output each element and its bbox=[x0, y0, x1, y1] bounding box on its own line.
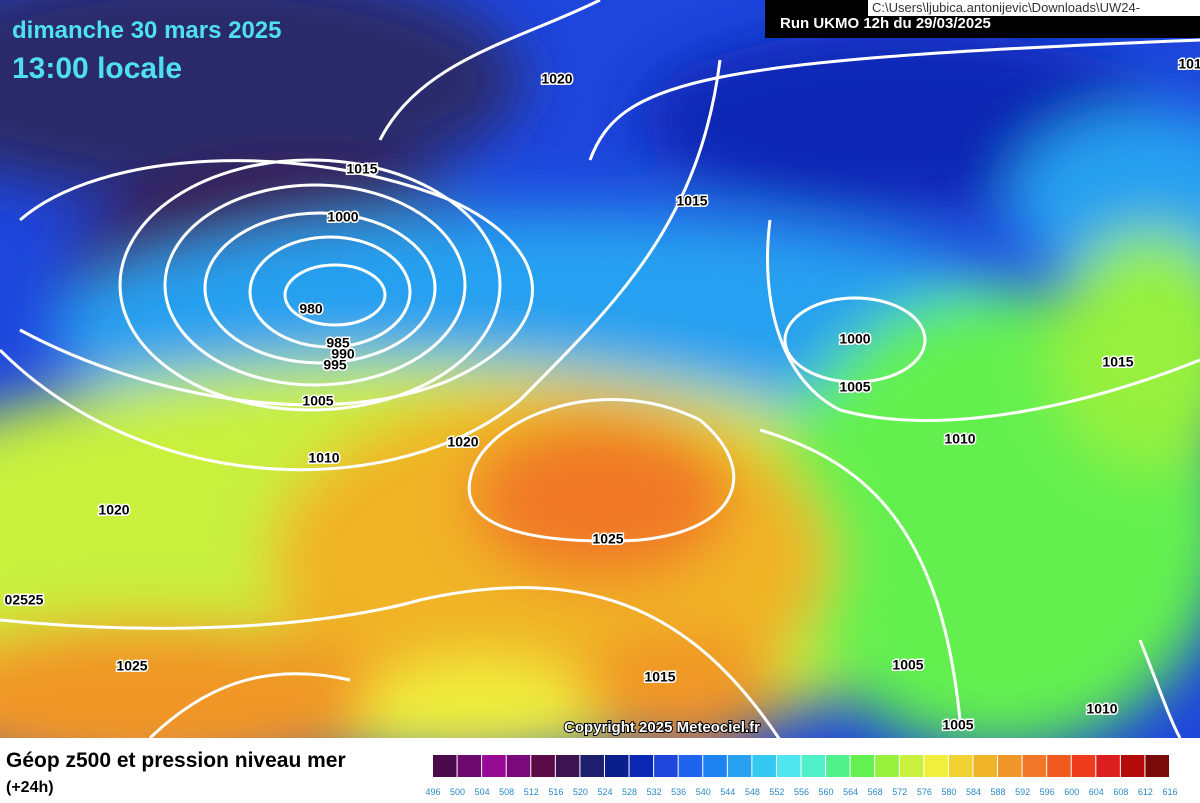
legend-tick: 512 bbox=[524, 787, 539, 797]
isobar-label: 1015 bbox=[1102, 354, 1133, 370]
legend-tick: 584 bbox=[966, 787, 981, 797]
legend-tick: 540 bbox=[696, 787, 711, 797]
legend-tick: 528 bbox=[622, 787, 637, 797]
isobar-label: 1010 bbox=[944, 431, 975, 447]
legend-swatch bbox=[531, 755, 555, 777]
legend-swatch bbox=[850, 755, 875, 777]
copyright: Copyright 2025 Meteociel.fr bbox=[564, 719, 760, 736]
legend-swatch bbox=[1071, 755, 1096, 777]
legend-swatch bbox=[1120, 755, 1145, 777]
legend-swatch bbox=[924, 755, 948, 777]
legend-swatch bbox=[1096, 755, 1120, 777]
legend-swatch bbox=[973, 755, 998, 777]
map bbox=[0, 0, 1200, 738]
legend-swatch bbox=[457, 755, 482, 777]
legend-tick: 568 bbox=[868, 787, 883, 797]
legend-swatch bbox=[678, 755, 703, 777]
legend-swatch bbox=[482, 755, 506, 777]
isobar-label: 1025 bbox=[116, 658, 147, 674]
legend-tick: 516 bbox=[548, 787, 563, 797]
legend-swatch bbox=[776, 755, 801, 777]
legend-swatch bbox=[629, 755, 654, 777]
legend-tick: 500 bbox=[450, 787, 465, 797]
isobar-label: 02525 bbox=[5, 592, 44, 608]
legend-tick: 532 bbox=[647, 787, 662, 797]
legend-tick: 560 bbox=[819, 787, 834, 797]
legend-swatch bbox=[580, 755, 604, 777]
legend-tick: 616 bbox=[1162, 787, 1177, 797]
isobar-label: 1020 bbox=[447, 434, 478, 450]
isobar-label: 1015 bbox=[346, 161, 377, 177]
legend-tick: 552 bbox=[769, 787, 784, 797]
legend-swatch bbox=[1145, 755, 1169, 777]
legend-tick: 572 bbox=[892, 787, 907, 797]
legend-swatch bbox=[875, 755, 899, 777]
legend-subtitle: (+24h) bbox=[6, 779, 54, 796]
legend-tick: 536 bbox=[671, 787, 686, 797]
legend-tick: 592 bbox=[1015, 787, 1030, 797]
legend-tick: 508 bbox=[499, 787, 514, 797]
legend-tick: 548 bbox=[745, 787, 760, 797]
isobars bbox=[0, 0, 1200, 738]
legend-title: Géop z500 et pression niveau mer bbox=[6, 749, 346, 772]
isobar-label: 1005 bbox=[942, 717, 973, 733]
legend-tick: 580 bbox=[941, 787, 956, 797]
legend-swatch bbox=[998, 755, 1022, 777]
legend-swatch bbox=[801, 755, 826, 777]
legend-tick: 564 bbox=[843, 787, 858, 797]
run: Run UKMO 12h du 29/03/2025 bbox=[780, 15, 991, 32]
legend-swatch bbox=[826, 755, 850, 777]
legend-tick: 600 bbox=[1064, 787, 1079, 797]
legend-tick: 524 bbox=[597, 787, 612, 797]
legend-swatch bbox=[506, 755, 531, 777]
legend-tick: 504 bbox=[475, 787, 490, 797]
isobar-label: 101 bbox=[1178, 56, 1200, 72]
legend-swatch bbox=[703, 755, 727, 777]
legend-tick: 604 bbox=[1089, 787, 1104, 797]
legend-swatch bbox=[1047, 755, 1071, 777]
legend-swatch bbox=[604, 755, 629, 777]
isobar-label: 1000 bbox=[839, 331, 870, 347]
path-box bbox=[868, 0, 1200, 16]
legend-tick: 544 bbox=[720, 787, 735, 797]
legend-swatch bbox=[752, 755, 776, 777]
legend-swatch bbox=[899, 755, 924, 777]
legend-swatch bbox=[727, 755, 752, 777]
legend-swatch bbox=[433, 755, 457, 777]
legend-tick: 556 bbox=[794, 787, 809, 797]
legend-swatch bbox=[948, 755, 973, 777]
legend-swatch bbox=[1022, 755, 1047, 777]
legend-tick: 596 bbox=[1040, 787, 1055, 797]
isobar-label: 1005 bbox=[839, 379, 870, 395]
legend-swatch bbox=[654, 755, 678, 777]
isobar-label: 1005 bbox=[892, 657, 923, 673]
isobar-label: 995 bbox=[323, 357, 347, 373]
isobar-label: 985 bbox=[326, 335, 350, 351]
isobar-label: 980 bbox=[299, 301, 323, 317]
legend-tick: 612 bbox=[1138, 787, 1153, 797]
date: dimanche 30 mars 2025 bbox=[12, 17, 282, 44]
isobar-label: 1025 bbox=[592, 531, 623, 547]
legend-tick: 588 bbox=[991, 787, 1006, 797]
legend-swatch bbox=[555, 755, 580, 777]
isobar-label: 1015 bbox=[676, 193, 707, 209]
isobar-label: 1000 bbox=[327, 209, 358, 225]
legend-tick: 608 bbox=[1113, 787, 1128, 797]
legend-tick: 576 bbox=[917, 787, 932, 797]
isobar-label: 1010 bbox=[1086, 701, 1117, 717]
isobar-label: 1015 bbox=[644, 669, 675, 685]
isobar-label: 1020 bbox=[98, 502, 129, 518]
file-path: C:\Users\ljubica.antonijevic\Downloads\U… bbox=[872, 0, 1140, 15]
isobar-label: 990 bbox=[331, 346, 355, 362]
time: 13:00 locale bbox=[12, 52, 182, 85]
legend-tick: 496 bbox=[425, 787, 440, 797]
isobar-label: 1005 bbox=[302, 393, 333, 409]
legend-tick: 520 bbox=[573, 787, 588, 797]
isobar-label: 1010 bbox=[308, 450, 339, 466]
isobar-label: 1020 bbox=[541, 71, 572, 87]
